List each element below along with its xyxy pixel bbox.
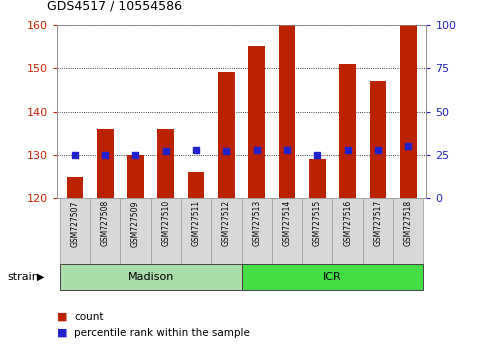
Text: count: count (74, 312, 104, 322)
Text: GSM727517: GSM727517 (374, 200, 383, 246)
Text: Madison: Madison (128, 272, 174, 282)
Bar (151, 198, 181, 264)
Text: GSM727509: GSM727509 (131, 200, 140, 247)
Bar (332, 198, 363, 264)
Point (374, 147, 382, 153)
Text: ■: ■ (57, 328, 67, 338)
Bar (218, 73, 235, 198)
Point (222, 149, 230, 154)
Point (404, 143, 412, 149)
Bar (97, 129, 113, 198)
Point (132, 152, 140, 158)
Point (253, 147, 261, 153)
Point (283, 147, 291, 153)
Text: GSM727510: GSM727510 (161, 200, 170, 246)
Text: GSM727515: GSM727515 (313, 200, 322, 246)
Text: GSM727508: GSM727508 (101, 200, 109, 246)
Bar (181, 198, 211, 264)
Bar (309, 159, 326, 198)
Text: GSM727516: GSM727516 (343, 200, 352, 246)
Bar (279, 25, 295, 198)
Bar (120, 198, 151, 264)
Text: GSM727512: GSM727512 (222, 200, 231, 246)
Point (344, 147, 352, 153)
Bar (272, 198, 302, 264)
Bar (60, 264, 242, 290)
Bar (363, 198, 393, 264)
Text: ■: ■ (57, 312, 67, 322)
Text: GSM727514: GSM727514 (282, 200, 291, 246)
Bar (339, 64, 356, 198)
Bar (302, 198, 332, 264)
Text: GSM727513: GSM727513 (252, 200, 261, 246)
Bar (188, 172, 205, 198)
Bar (242, 198, 272, 264)
Text: ICR: ICR (323, 272, 342, 282)
Point (192, 147, 200, 153)
Bar (248, 46, 265, 198)
Bar (211, 198, 242, 264)
Bar (370, 81, 387, 198)
Text: GSM727511: GSM727511 (192, 200, 201, 246)
Text: GSM727518: GSM727518 (404, 200, 413, 246)
Point (162, 149, 170, 154)
Bar (67, 177, 83, 198)
Text: ▶: ▶ (37, 272, 44, 282)
Bar (242, 264, 423, 290)
Bar (157, 129, 174, 198)
Bar (60, 198, 90, 264)
Bar (90, 198, 120, 264)
Text: GDS4517 / 10554586: GDS4517 / 10554586 (47, 0, 182, 12)
Bar (393, 198, 423, 264)
Text: percentile rank within the sample: percentile rank within the sample (74, 328, 250, 338)
Point (314, 152, 321, 158)
Bar (400, 25, 417, 198)
Bar (127, 155, 144, 198)
Point (101, 152, 109, 158)
Point (71, 152, 79, 158)
Text: GSM727507: GSM727507 (70, 200, 79, 247)
Text: strain: strain (7, 272, 39, 282)
